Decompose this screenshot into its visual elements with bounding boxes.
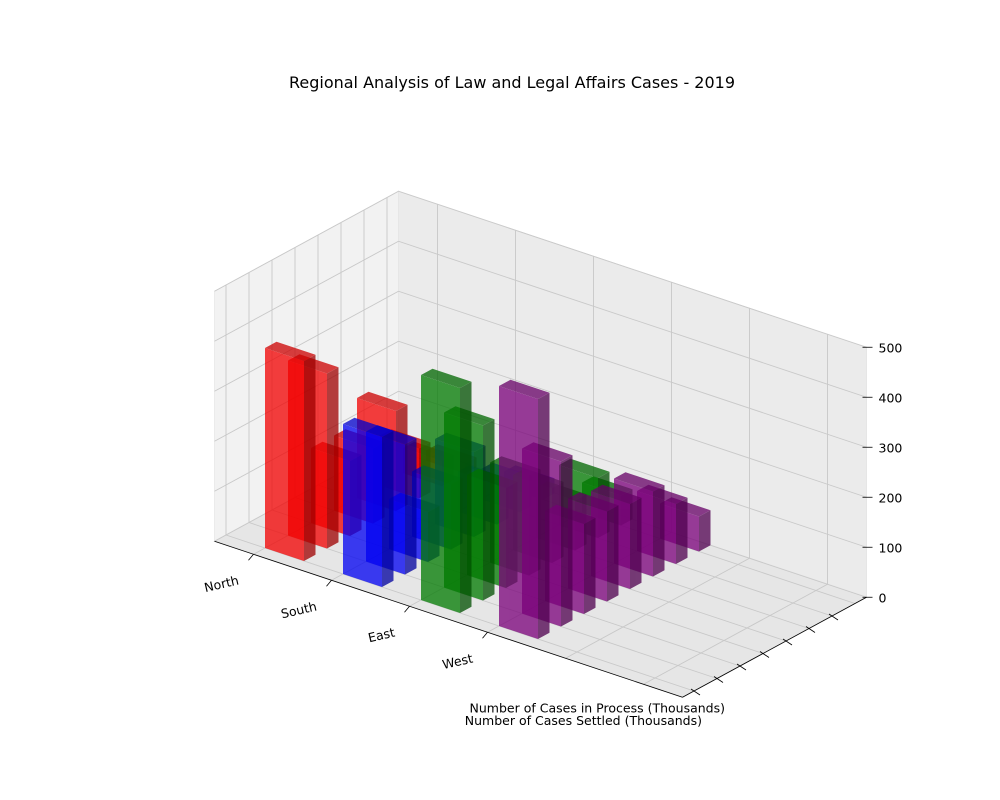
x-tick-label: West xyxy=(441,651,474,673)
z-gridline xyxy=(398,290,867,448)
bar-side-face xyxy=(483,419,495,601)
y-tick xyxy=(782,638,793,646)
x-tick xyxy=(482,631,488,639)
bar-top-face xyxy=(591,484,642,504)
bar-side-face xyxy=(405,438,417,575)
bar-top-face xyxy=(568,492,619,512)
bar-top-face xyxy=(614,472,665,492)
bar-front-face xyxy=(343,424,382,587)
bar-front-face xyxy=(499,386,538,639)
x-gridline xyxy=(565,557,750,659)
bars xyxy=(265,341,711,639)
bar-side-face xyxy=(561,455,573,627)
x-tick xyxy=(326,579,332,587)
bar-front-face xyxy=(265,348,304,561)
bar-top-face xyxy=(343,417,394,437)
y-tick xyxy=(828,613,839,621)
z-gridline xyxy=(214,290,399,392)
x-tick-label: North xyxy=(203,573,240,595)
bar-east-series-1 xyxy=(421,368,472,613)
bar-side-face xyxy=(460,381,472,613)
bar-side-face xyxy=(676,497,688,564)
y-tick xyxy=(713,676,724,683)
bar-side-face xyxy=(382,430,394,587)
bar-side-face xyxy=(538,392,550,639)
bar-top-face xyxy=(421,368,472,388)
axis-ticks: 0 100 200 300 400 500 North South East West Number… xyxy=(203,340,903,728)
bar-side-face xyxy=(653,485,665,577)
y-tick-label: Number of Cases Settled (Thousands) xyxy=(465,713,702,728)
z-gridline xyxy=(214,190,399,292)
z-gridline xyxy=(398,340,867,498)
bar-top-face xyxy=(265,341,316,361)
bar-front-face xyxy=(421,375,460,613)
z-tick-label: 300 xyxy=(879,440,903,455)
x-tick xyxy=(404,605,410,613)
x-tick-label: South xyxy=(279,599,318,622)
z-tick-label: 100 xyxy=(879,540,903,555)
x-gridline xyxy=(643,583,828,685)
bar-top-face xyxy=(499,379,550,399)
y-tick xyxy=(805,626,816,633)
bar-side-face xyxy=(584,517,596,614)
z-gridline xyxy=(398,190,867,348)
bar-side-face xyxy=(630,497,642,589)
z-gridline xyxy=(398,240,867,398)
bar-side-face xyxy=(327,367,339,549)
y-tick xyxy=(690,688,701,696)
bar-north-series-1 xyxy=(265,341,316,561)
bar-west-series-1 xyxy=(499,379,550,639)
y-tick-label: Number of Cases in Process (Thousands) xyxy=(470,701,725,716)
y-axis-line xyxy=(682,596,867,698)
bar-south-series-1 xyxy=(343,417,394,587)
bar-top-face xyxy=(357,391,408,411)
z-tick-label: 200 xyxy=(879,490,903,505)
bar-side-face xyxy=(607,505,619,602)
bar-side-face xyxy=(699,510,711,552)
x-tick xyxy=(248,553,254,561)
y-tick xyxy=(736,663,747,671)
x-tick-label: East xyxy=(367,625,397,646)
chart-title: Regional Analysis of Law and Legal Affai… xyxy=(289,73,735,92)
z-tick-label: 400 xyxy=(879,390,903,405)
bar-side-face xyxy=(304,354,316,561)
z-gridline xyxy=(214,240,399,342)
y-tick xyxy=(759,651,770,658)
x-axis-line xyxy=(214,540,683,698)
z-tick-label: 500 xyxy=(879,340,903,355)
z-tick-label: 0 xyxy=(879,590,887,605)
